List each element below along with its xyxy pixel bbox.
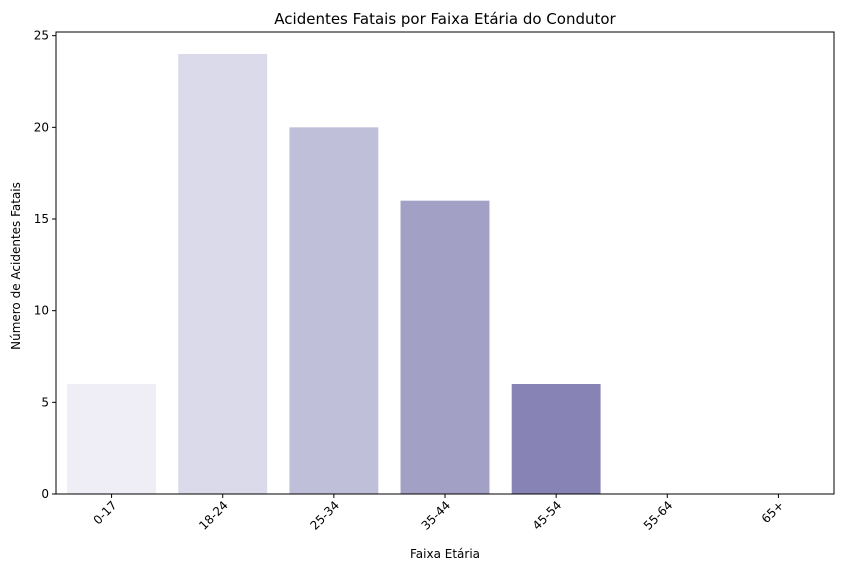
x-tick-label: 0-17 bbox=[91, 498, 120, 527]
x-tick-label: 65+ bbox=[759, 498, 787, 526]
x-tick-label: 35-44 bbox=[419, 498, 454, 533]
y-tick-label: 0 bbox=[41, 487, 49, 501]
x-axis-ticks: 0-17 18-24 25-34 35-44 45-54 55-64 65+ bbox=[91, 494, 787, 533]
y-tick-label: 25 bbox=[34, 29, 49, 43]
bar-18-24 bbox=[178, 54, 268, 494]
bar-0-17 bbox=[67, 384, 157, 494]
y-tick-label: 20 bbox=[34, 120, 49, 134]
x-tick-label: 45-54 bbox=[530, 498, 565, 533]
x-tick-label: 25-34 bbox=[307, 498, 342, 533]
x-tick-label: 18-24 bbox=[196, 498, 231, 533]
chart-title: Acidentes Fatais por Faixa Etária do Con… bbox=[274, 10, 616, 28]
bar-35-44 bbox=[400, 200, 490, 494]
bar-45-54 bbox=[511, 384, 601, 494]
x-tick-label: 55-64 bbox=[641, 498, 676, 533]
y-axis-label: Número de Acidentes Fatais bbox=[9, 182, 23, 350]
y-axis-ticks: 0 5 10 15 20 25 bbox=[34, 29, 56, 501]
x-axis-label: Faixa Etária bbox=[410, 547, 480, 561]
y-tick-label: 10 bbox=[34, 304, 49, 318]
plot-frame bbox=[55, 31, 835, 495]
y-tick-label: 15 bbox=[34, 212, 49, 226]
y-tick-label: 5 bbox=[41, 395, 49, 409]
bar-25-34 bbox=[289, 127, 379, 494]
bars-group bbox=[67, 54, 601, 494]
